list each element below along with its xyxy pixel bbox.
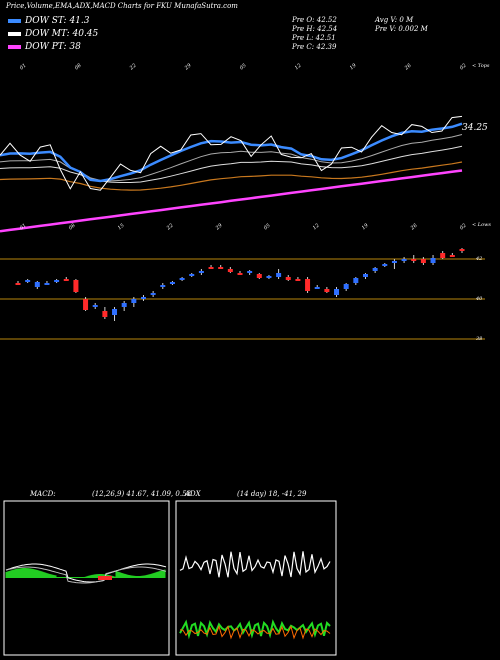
macd-lines <box>5 563 167 584</box>
chart-title: Price,Volume,EMA,ADX,MACD Charts for FKU… <box>6 2 238 10</box>
macd-label: MACD: <box>30 490 56 498</box>
candle-up <box>401 259 407 261</box>
candle-down <box>63 279 69 281</box>
candle-up <box>189 274 195 276</box>
candle-up <box>121 303 127 307</box>
candle-down <box>83 299 89 310</box>
candle-up <box>44 283 50 285</box>
tops-label: < Tops <box>472 63 490 69</box>
legend-label-pt: DOW PT: 38 <box>25 42 81 52</box>
candle-up <box>276 273 282 277</box>
legend-swatch-pt <box>8 45 21 49</box>
adx-line <box>179 551 331 578</box>
candle-up <box>314 287 320 289</box>
candle-up <box>34 282 40 287</box>
macd-params: (12,26,9) 41.67, 41.09, 0.58 <box>92 490 191 498</box>
candle-down <box>295 279 301 281</box>
candle-up <box>54 280 60 282</box>
candles <box>15 248 465 321</box>
candle-up <box>372 268 378 271</box>
candle-up <box>362 274 368 277</box>
ema-pt-magenta <box>0 169 463 233</box>
candle-up <box>131 299 137 303</box>
candle-down <box>73 280 79 292</box>
price-line <box>0 115 463 191</box>
candle-down <box>237 273 243 275</box>
candle-down <box>420 259 426 263</box>
candle-up <box>140 297 146 299</box>
ema-panel <box>0 115 463 233</box>
level-label-38: 38 <box>476 336 483 342</box>
candle-down <box>256 274 262 278</box>
ema-mid-white <box>0 145 463 183</box>
candle-up <box>334 289 340 295</box>
level-label-40: 40 <box>476 296 483 302</box>
candle-up <box>430 258 436 263</box>
adx-label: ADX <box>185 490 201 498</box>
legend-dow-st: DOW ST: 41.3 <box>8 16 90 26</box>
candle-up <box>179 278 185 280</box>
stat-low: Pre L: 42.51 <box>292 34 336 42</box>
candle-down <box>208 267 214 269</box>
stat-pre-vol: Pre V: 0.002 M <box>375 25 428 33</box>
stat-avg-vol: Avg V: 0 M <box>375 16 414 24</box>
macd-neg-marker <box>98 576 112 580</box>
candle-up <box>150 293 156 295</box>
legend-dow-mt: DOW MT: 40.45 <box>8 29 98 39</box>
stat-close: Pre C: 42.39 <box>292 43 337 51</box>
level-label-42: 42 <box>476 256 483 262</box>
candle-down <box>285 277 291 280</box>
ema-last-value: 34.25 <box>462 123 488 133</box>
adx-params: (14 day) 18, -41, 29 <box>237 490 307 498</box>
macd-line <box>5 563 167 583</box>
candle-up <box>112 309 118 315</box>
candle-up <box>160 285 166 287</box>
legend-swatch-st <box>8 19 21 23</box>
lows-label: < Lows <box>472 222 491 228</box>
legend-swatch-mt <box>8 32 21 36</box>
candle-down <box>324 289 330 292</box>
candle-down <box>102 311 108 317</box>
adx-lines <box>179 551 331 640</box>
candle-up <box>343 284 349 289</box>
candle-up <box>266 276 272 278</box>
candle-up <box>391 261 397 263</box>
candle-down <box>218 267 224 269</box>
stat-open: Pre O: 42.52 <box>292 16 337 24</box>
candle-up <box>247 271 253 273</box>
candle-down <box>440 253 446 258</box>
candle-down <box>15 283 21 285</box>
candle-up <box>169 282 175 284</box>
candle-down <box>305 279 311 291</box>
ema-short-blue <box>0 122 463 183</box>
di-minus-line <box>179 624 331 640</box>
signal-line <box>5 566 167 584</box>
legend-dow-pt: DOW PT: 38 <box>8 42 81 52</box>
candle-up <box>198 271 204 273</box>
candle-up <box>382 264 388 266</box>
candle-down <box>459 249 465 251</box>
legend-label-mt: DOW MT: 40.45 <box>25 29 99 39</box>
candle-down <box>449 255 455 257</box>
candle-down <box>227 269 233 272</box>
candle-up <box>92 305 98 307</box>
candle-up <box>353 278 359 283</box>
ema-long-orange <box>0 161 463 191</box>
candle-up <box>25 280 31 282</box>
di-plus-line <box>179 619 331 640</box>
price-panel <box>0 258 485 340</box>
adx-panel-frame <box>175 500 337 656</box>
stat-high: Pre H: 42.54 <box>292 25 338 33</box>
legend-label-st: DOW ST: 41.3 <box>25 16 90 26</box>
candle-down <box>411 259 417 261</box>
